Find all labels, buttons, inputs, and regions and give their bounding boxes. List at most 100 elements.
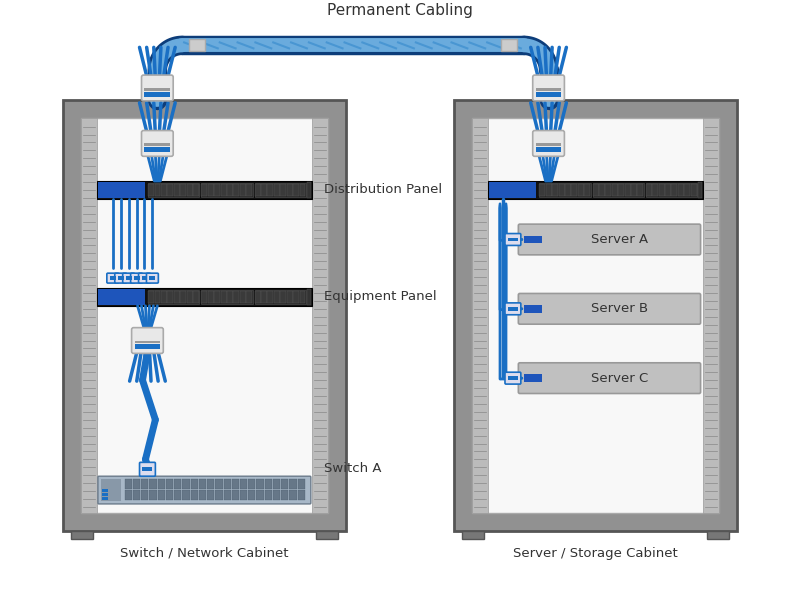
Bar	[280, 184, 286, 196]
Bar	[189, 40, 205, 52]
Bar	[174, 479, 182, 489]
Bar	[261, 291, 267, 303]
Bar	[166, 490, 173, 500]
Bar	[290, 490, 297, 500]
Bar	[134, 341, 160, 343]
Bar	[488, 181, 703, 199]
Bar	[145, 92, 170, 97]
Bar	[81, 118, 97, 513]
Bar	[307, 182, 311, 198]
FancyBboxPatch shape	[505, 372, 521, 384]
Bar	[267, 291, 274, 303]
Bar	[126, 276, 132, 280]
Bar	[125, 479, 132, 489]
Bar	[199, 479, 206, 489]
Bar	[167, 291, 174, 303]
FancyBboxPatch shape	[130, 273, 142, 283]
Bar	[267, 184, 274, 196]
Bar	[257, 479, 264, 489]
FancyBboxPatch shape	[132, 328, 163, 353]
Bar	[148, 290, 199, 304]
Bar	[161, 184, 167, 196]
Bar	[290, 479, 297, 489]
Bar	[508, 376, 518, 380]
Bar	[254, 183, 306, 197]
Bar	[286, 184, 293, 196]
Bar	[638, 184, 643, 196]
Bar	[658, 184, 665, 196]
Bar	[665, 184, 671, 196]
Bar	[707, 530, 729, 539]
Bar	[524, 305, 542, 313]
Bar	[202, 184, 207, 196]
Bar	[312, 118, 328, 513]
FancyBboxPatch shape	[533, 131, 565, 157]
Bar	[508, 238, 518, 241]
Bar	[221, 291, 226, 303]
Bar	[552, 184, 558, 196]
Bar	[134, 344, 160, 349]
Bar	[186, 184, 193, 196]
Bar	[593, 183, 644, 197]
Text: Distribution Panel: Distribution Panel	[324, 184, 442, 196]
Bar	[158, 490, 165, 500]
Bar	[248, 479, 255, 489]
Bar	[698, 182, 702, 198]
Text: Equipment Panel: Equipment Panel	[324, 290, 436, 304]
Bar	[558, 184, 565, 196]
Bar	[240, 479, 247, 489]
Bar	[141, 479, 148, 489]
Bar	[273, 479, 280, 489]
Bar	[125, 490, 132, 500]
Bar	[599, 184, 605, 196]
FancyBboxPatch shape	[518, 293, 701, 324]
Bar	[148, 183, 199, 197]
Bar	[257, 490, 264, 500]
FancyBboxPatch shape	[505, 233, 521, 245]
Bar	[265, 490, 272, 500]
Bar	[539, 184, 546, 196]
Bar	[133, 479, 140, 489]
Bar	[215, 479, 222, 489]
Bar	[199, 490, 206, 500]
Bar	[182, 490, 190, 500]
Bar	[234, 184, 239, 196]
Bar	[158, 479, 165, 489]
Bar	[254, 184, 261, 196]
Bar	[142, 276, 147, 280]
Bar	[631, 184, 637, 196]
Text: Server A: Server A	[591, 233, 648, 246]
Text: Server / Storage Cabinet: Server / Storage Cabinet	[514, 547, 678, 560]
Bar	[202, 183, 253, 197]
Bar	[508, 307, 518, 311]
Bar	[612, 184, 618, 196]
Bar	[298, 479, 305, 489]
Bar	[293, 291, 299, 303]
Bar	[678, 184, 684, 196]
Bar	[193, 291, 199, 303]
Bar	[273, 490, 280, 500]
Bar	[539, 183, 590, 197]
FancyBboxPatch shape	[122, 273, 134, 283]
Bar	[202, 290, 253, 304]
Bar	[248, 490, 255, 500]
FancyBboxPatch shape	[142, 75, 173, 101]
Bar	[81, 118, 328, 513]
Bar	[578, 184, 584, 196]
Bar	[223, 479, 230, 489]
Bar	[202, 291, 207, 303]
Bar	[671, 184, 678, 196]
Bar	[174, 490, 182, 500]
Bar	[618, 184, 624, 196]
Bar	[98, 182, 146, 198]
FancyBboxPatch shape	[139, 463, 155, 476]
FancyBboxPatch shape	[98, 476, 311, 504]
Bar	[571, 184, 578, 196]
Bar	[246, 291, 252, 303]
Bar	[546, 184, 552, 196]
Bar	[148, 184, 154, 196]
Bar	[299, 184, 306, 196]
Bar	[690, 184, 697, 196]
Bar	[221, 184, 226, 196]
FancyBboxPatch shape	[138, 273, 150, 283]
